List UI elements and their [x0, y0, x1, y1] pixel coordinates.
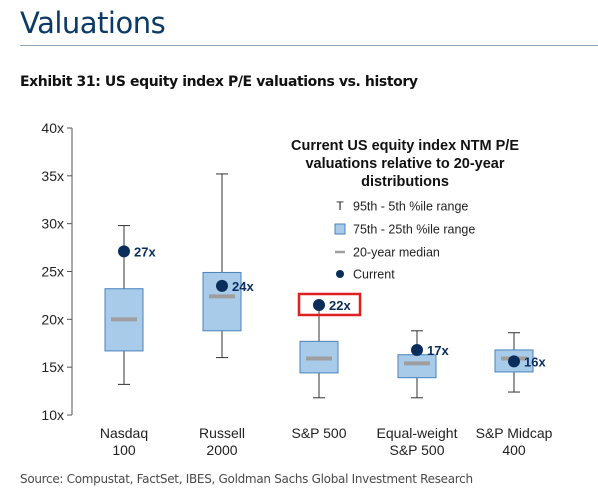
legend-current-icon: [336, 270, 344, 278]
y-tick-label: 35x: [41, 168, 64, 184]
y-tick-label: 15x: [41, 359, 64, 375]
box-group: 24x: [202, 173, 254, 359]
legend-title-line: distributions: [361, 174, 449, 190]
legend-whisker-icon: T: [336, 199, 344, 213]
y-axis: 10x 15x 20x 25x 30x 35x 40x: [41, 120, 73, 423]
current-value-label: 24x: [232, 279, 254, 294]
box-series: 27x 24x 22x 17x 16x: [104, 173, 546, 399]
current-value-label: 17x: [427, 343, 449, 358]
current-dot: [313, 298, 325, 311]
x-category-label: 2000: [206, 442, 237, 458]
legend-title-line: Current US equity index NTM P/E: [291, 138, 519, 154]
current-dot: [411, 343, 423, 356]
current-dot: [508, 355, 520, 368]
pe-valuation-box-chart: 10x 15x 20x 25x 30x 35x 40x 27x 24x 22x 17x 16x Na…: [41, 120, 553, 458]
chart-legend: Current US equity index NTM P/E valuation…: [291, 138, 519, 282]
iqr-box: [397, 354, 437, 379]
legend-box-icon: [334, 223, 346, 235]
x-category-label: S&P 500: [389, 442, 444, 458]
y-tick-label: 20x: [41, 311, 64, 327]
legend-item-label: 95th - 5th %ile range: [353, 200, 468, 214]
legend-title-line: valuations relative to 20-year: [305, 156, 504, 172]
x-category-label: 100: [112, 442, 136, 458]
box-group: 27x: [104, 225, 156, 385]
box-group: 17x: [397, 330, 449, 399]
current-value-label: 22x: [329, 298, 351, 313]
x-category-label: S&P 500: [291, 425, 346, 441]
current-value-label: 27x: [134, 244, 156, 259]
x-category-label: S&P Midcap: [476, 425, 553, 441]
exhibit-title: Exhibit 31: US equity index P/E valuatio…: [20, 74, 418, 90]
current-dot: [216, 279, 228, 292]
legend-item-label: 75th - 25th %ile range: [353, 223, 475, 237]
x-category-label: Nasdaq: [100, 425, 148, 441]
y-tick-label: 30x: [41, 216, 64, 232]
box-group: 22x: [297, 292, 362, 399]
y-tick-label: 40x: [41, 120, 64, 136]
page-title: Valuations: [20, 6, 166, 40]
legend-item-label: 20-year median: [353, 246, 440, 260]
x-category-label: Russell: [199, 425, 245, 441]
x-category-label: Equal-weight: [377, 425, 458, 441]
y-tick-label: 25x: [41, 264, 64, 280]
current-value-label: 16x: [524, 354, 546, 369]
box-group: 16x: [494, 332, 546, 393]
title-divider: [20, 45, 598, 46]
source-note: Source: Compustat, FactSet, IBES, Goldma…: [20, 472, 473, 486]
y-tick-label: 10x: [41, 407, 64, 423]
highlight-box: [297, 292, 362, 317]
current-dot: [118, 245, 130, 258]
x-category-label: 400: [502, 442, 526, 458]
legend-item-label: Current: [353, 268, 395, 282]
